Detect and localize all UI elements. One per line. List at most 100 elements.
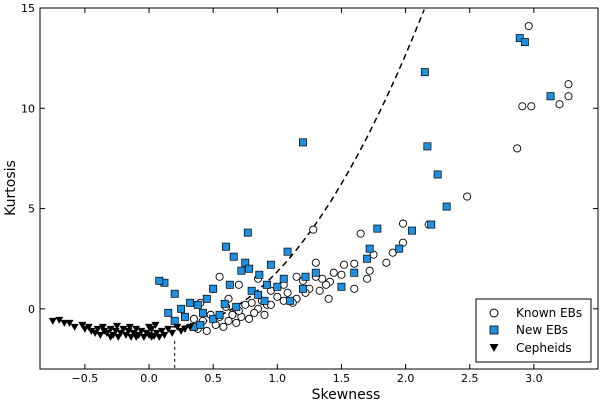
data-point bbox=[106, 333, 115, 341]
data-point bbox=[311, 258, 320, 267]
plot-marks bbox=[48, 9, 573, 369]
data-point bbox=[70, 323, 79, 331]
data-point bbox=[286, 296, 295, 305]
legend-item-known-ebs: Known EBs bbox=[489, 306, 582, 320]
data-point bbox=[232, 318, 241, 327]
y-axis-title: Kurtosis bbox=[3, 160, 19, 216]
x-axis-title: Skewness bbox=[312, 387, 381, 403]
axis-ticks: −0.5 0.0 0.5 1.0 1.5 2.0 2.5 3.0 0 5 10 15 bbox=[21, 2, 598, 385]
data-point bbox=[564, 92, 573, 101]
data-point bbox=[215, 310, 224, 319]
data-point bbox=[356, 229, 365, 238]
data-point bbox=[215, 272, 224, 281]
data-point bbox=[48, 317, 57, 325]
data-point bbox=[219, 322, 228, 331]
data-point bbox=[427, 220, 436, 229]
data-point bbox=[388, 248, 397, 257]
data-point bbox=[222, 242, 230, 251]
data-point bbox=[315, 286, 324, 295]
y-tick-label: 10 bbox=[21, 102, 35, 115]
data-point bbox=[196, 320, 205, 329]
data-point bbox=[186, 298, 195, 307]
data-point bbox=[228, 310, 237, 319]
data-point bbox=[241, 300, 250, 309]
data-point bbox=[232, 302, 241, 311]
data-point bbox=[60, 319, 69, 327]
data-point bbox=[463, 192, 472, 201]
data-point bbox=[273, 292, 282, 301]
data-point bbox=[55, 316, 64, 324]
data-point bbox=[234, 280, 243, 289]
data-point bbox=[382, 258, 391, 267]
data-point bbox=[112, 322, 121, 330]
legend-item-cepheids: Cepheids bbox=[489, 341, 572, 355]
x-tick-label: 1.0 bbox=[269, 372, 287, 385]
data-point bbox=[84, 323, 93, 331]
data-point bbox=[442, 202, 451, 211]
y-tick-label: 5 bbox=[28, 203, 35, 216]
y-tick-label: 0 bbox=[28, 303, 35, 316]
data-point bbox=[243, 228, 252, 237]
data-point bbox=[93, 325, 102, 333]
legend-marker-known-ebs bbox=[489, 308, 499, 318]
x-tick-label: 2.0 bbox=[397, 372, 415, 385]
data-point bbox=[299, 138, 307, 147]
data-point bbox=[198, 308, 207, 317]
legend-label-new-ebs: New EBs bbox=[516, 323, 568, 337]
data-point bbox=[520, 38, 529, 47]
data-point bbox=[155, 333, 164, 341]
data-point bbox=[263, 280, 271, 289]
data-point bbox=[299, 284, 307, 293]
data-point bbox=[189, 314, 198, 323]
data-point bbox=[524, 21, 533, 31]
data-point bbox=[322, 280, 331, 289]
y-tick-label: 15 bbox=[21, 2, 35, 15]
series-cepheids bbox=[48, 316, 195, 341]
x-tick-label: 1.5 bbox=[333, 372, 351, 385]
data-point bbox=[124, 327, 133, 335]
data-point bbox=[273, 282, 282, 291]
data-point bbox=[147, 333, 156, 341]
plot-frame bbox=[39, 7, 599, 370]
data-point bbox=[350, 284, 359, 293]
data-point bbox=[181, 312, 189, 321]
data-point bbox=[132, 333, 141, 341]
legend: Known EBs New EBs Cepheids bbox=[475, 298, 592, 363]
data-point bbox=[337, 282, 346, 291]
data-point bbox=[423, 142, 432, 151]
data-point bbox=[279, 274, 288, 283]
data-point bbox=[96, 331, 105, 339]
legend-marker-cepheids bbox=[489, 344, 499, 352]
data-point bbox=[260, 310, 269, 319]
legend-item-new-ebs: New EBs bbox=[489, 323, 568, 337]
data-point bbox=[365, 244, 374, 253]
data-point bbox=[292, 272, 301, 281]
data-point bbox=[250, 308, 259, 317]
data-point bbox=[555, 100, 564, 109]
data-point bbox=[324, 294, 333, 303]
data-point bbox=[513, 144, 522, 153]
data-point bbox=[350, 259, 359, 268]
series-known-ebs bbox=[189, 21, 573, 335]
data-point bbox=[119, 325, 128, 333]
data-point bbox=[229, 252, 238, 261]
data-point bbox=[408, 226, 416, 235]
data-point bbox=[363, 274, 372, 283]
data-point bbox=[220, 299, 229, 308]
data-point bbox=[395, 244, 404, 253]
data-point bbox=[164, 308, 173, 317]
data-point bbox=[365, 266, 374, 275]
data-point bbox=[515, 34, 524, 43]
data-point bbox=[151, 321, 160, 329]
data-point bbox=[339, 260, 349, 269]
data-point bbox=[152, 329, 161, 337]
data-point bbox=[125, 323, 134, 331]
data-point bbox=[350, 268, 359, 277]
data-point bbox=[398, 219, 408, 228]
data-point bbox=[173, 323, 182, 331]
data-point bbox=[157, 327, 166, 335]
data-point bbox=[518, 102, 527, 111]
data-point bbox=[373, 224, 382, 233]
data-point bbox=[266, 300, 275, 309]
